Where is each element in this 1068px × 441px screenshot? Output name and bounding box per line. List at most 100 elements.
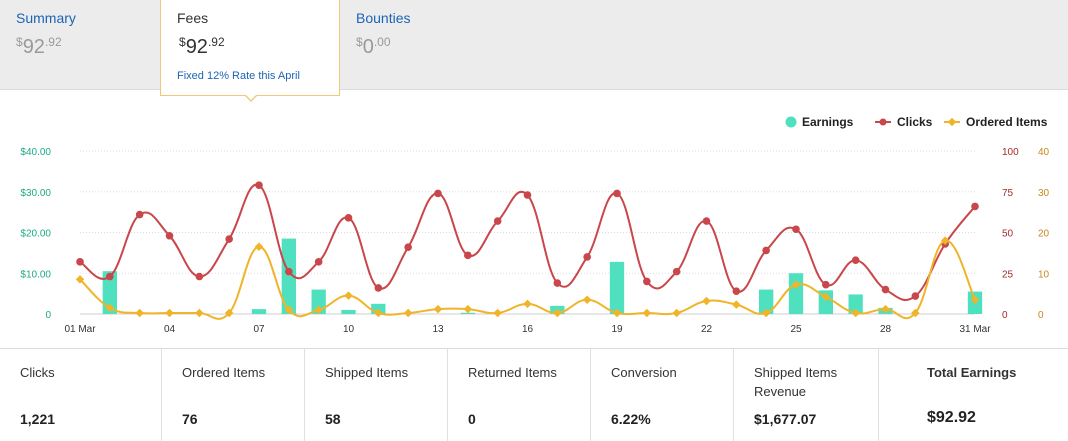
stat-ordered-items: Ordered Items 76 [162, 349, 305, 441]
tab-bounties-title: Bounties [356, 10, 411, 26]
clicks-point [822, 280, 830, 289]
earnings-bar [341, 309, 356, 314]
y-tick-label: 100 [1002, 147, 1019, 158]
ordered-items-point [403, 308, 413, 318]
clicks-point [643, 277, 651, 286]
x-tick-label: 13 [432, 324, 444, 335]
ordered-items-point [732, 300, 741, 309]
tab-bounties[interactable]: Bounties $0.00 [340, 0, 540, 90]
amount-whole: 92 [185, 36, 208, 58]
y-tick-label: 75 [1002, 188, 1014, 199]
stat-value: 1,221 [20, 411, 56, 427]
ordered-items-point [851, 308, 860, 318]
clicks-point [613, 189, 621, 198]
y-tick-label: 0 [1002, 310, 1008, 321]
y-tick-label: 10 [1038, 269, 1050, 280]
tab-fees-amount: $92.92 [179, 35, 225, 59]
ordered-items-point [374, 308, 383, 318]
tab-summary-amount: $92.92 [16, 35, 62, 59]
tab-summary-title: Summary [16, 10, 76, 26]
earnings-bar [759, 289, 774, 314]
x-tick-label: 01 Mar [64, 324, 96, 335]
ordered-items-point [642, 308, 652, 318]
ordered-items-point [433, 304, 443, 314]
ordered-items-point [911, 308, 920, 318]
stat-conversion: Conversion 6.22% [591, 349, 734, 441]
earnings-bar [848, 294, 863, 314]
stat-label: Returned Items [468, 365, 557, 380]
tab-fees[interactable]: Fees $92.92 Fixed 12% Rate this April [160, 0, 340, 102]
clicks-point [135, 210, 144, 219]
clicks-point [255, 181, 263, 190]
clicks-point [106, 272, 114, 281]
currency-symbol: $ [179, 35, 186, 49]
currency-symbol: $ [16, 35, 23, 49]
ordered-items-point [284, 305, 294, 315]
ordered-items-point [105, 303, 115, 313]
x-tick-label: 04 [164, 324, 176, 335]
y-tick-label: $20.00 [20, 229, 51, 240]
ordered-items-point [254, 242, 264, 252]
stats-row: Clicks 1,221 Ordered Items 76 Shipped It… [0, 348, 1068, 441]
tab-bounties-amount: $0.00 [356, 35, 391, 59]
amount-whole: 92 [22, 36, 45, 58]
ordered-items-point [75, 275, 85, 284]
stat-label: Conversion [611, 365, 677, 380]
ordered-items-point [165, 308, 174, 318]
x-tick-label: 19 [611, 324, 623, 335]
stat-value: 0 [468, 411, 476, 427]
stat-returned-items: Returned Items 0 [448, 349, 591, 441]
stat-label: Clicks [20, 365, 55, 380]
ordered-items-point [493, 308, 502, 318]
stat-total-earnings: Total Earnings $92.92 [879, 349, 1068, 441]
clicks-point [76, 258, 84, 266]
stat-value: $1,677.07 [754, 411, 817, 427]
ordered-items-point [791, 280, 801, 289]
ordered-items-point [195, 308, 204, 318]
clicks-point [404, 243, 412, 251]
clicks-point [523, 191, 532, 199]
stat-clicks: Clicks 1,221 [0, 349, 162, 441]
tab-summary[interactable]: Summary $92.92 [0, 0, 160, 90]
y-tick-label: 50 [1002, 229, 1014, 240]
ordered-items-point [224, 308, 234, 318]
ordered-items-point [702, 296, 711, 306]
earnings-bar [251, 309, 267, 314]
ordered-items-point [553, 308, 562, 318]
y-tick-label: $10.00 [20, 269, 51, 280]
clicks-point [792, 225, 800, 234]
clicks-point [672, 267, 681, 276]
legend-ordered-items-label: Ordered Items [966, 115, 1048, 129]
clicks-line [76, 181, 979, 301]
clicks-point [314, 258, 323, 266]
clicks-point [583, 253, 591, 261]
amount-cents: .92 [207, 35, 225, 49]
clicks-point [702, 217, 711, 225]
clicks-point [434, 189, 442, 198]
fees-rate-link[interactable]: Fixed 12% Rate this April [177, 70, 300, 82]
legend-earnings-marker [785, 116, 797, 128]
ordered-items-point [135, 308, 144, 318]
currency-symbol: $ [356, 35, 363, 49]
ordered-items-point [344, 291, 353, 300]
x-tick-label: 31 Mar [959, 324, 991, 335]
chart-grid [80, 150, 975, 315]
clicks-point [165, 231, 174, 240]
earnings-axis: $40.00 $30.00 $20.00 $10.00 0 [20, 147, 51, 321]
ordered-items-point [582, 295, 592, 304]
earnings-bar [281, 238, 296, 314]
legend-clicks-marker [879, 118, 887, 126]
clicks-point [851, 256, 860, 265]
earnings-bar [460, 312, 475, 314]
stat-value: 6.22% [611, 411, 651, 427]
ordered-items-point [463, 304, 473, 314]
stat-label: Total Earnings [927, 365, 1017, 380]
clicks-point [732, 287, 741, 295]
ordered-items-line [75, 236, 980, 320]
y-tick-label: 0 [45, 310, 51, 321]
stat-label: Shipped Items Revenue [754, 365, 838, 399]
ordered-items-point [612, 308, 622, 318]
stat-value: 58 [325, 411, 341, 427]
clicks-point [493, 217, 502, 225]
stat-label: Shipped Items [325, 365, 409, 380]
